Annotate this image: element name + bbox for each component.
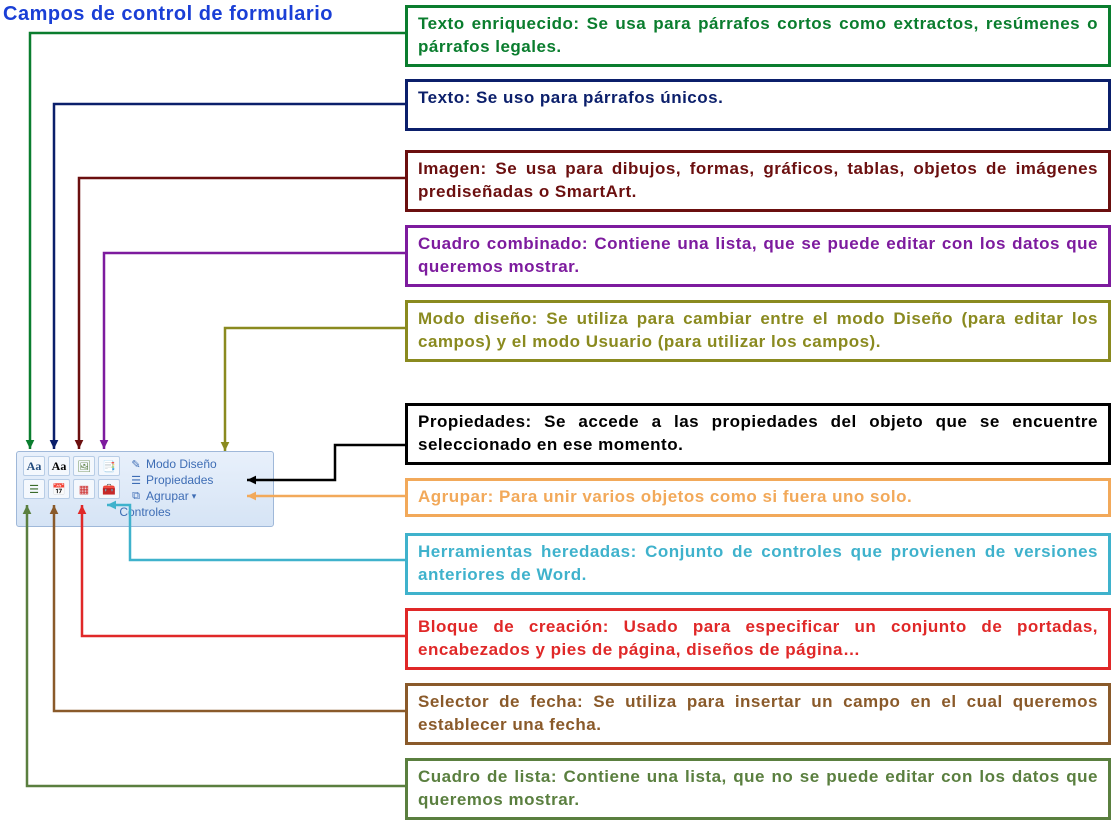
properties-label: Propiedades xyxy=(146,473,213,487)
desc-text-group: Agrupar: Para unir varios objetos como s… xyxy=(418,487,912,506)
arrowhead-3 xyxy=(100,440,109,449)
arrowhead-0 xyxy=(26,440,35,449)
desc-text-dropdown: Cuadro de lista: Contiene una lista, que… xyxy=(418,767,1098,809)
text-icon[interactable]: Aa xyxy=(48,456,70,476)
dropdown-list-icon[interactable]: ☰ xyxy=(23,479,45,499)
desc-text-date: Selector de fecha: Se utiliza para inser… xyxy=(418,692,1098,734)
picture-icon[interactable]: 🖼 xyxy=(73,456,95,476)
desc-box-properties: Propiedades: Se accede a las propiedades… xyxy=(405,403,1111,465)
connector-1 xyxy=(54,104,405,449)
connector-10 xyxy=(27,505,405,786)
ribbon-row-1: AaAa🖼📑 xyxy=(23,456,120,476)
desc-box-building-block: Bloque de creación: Usado para especific… xyxy=(405,608,1111,670)
properties-icon: ☰ xyxy=(129,473,143,487)
desc-text-building-block: Bloque de creación: Usado para especific… xyxy=(418,617,1098,659)
properties-button[interactable]: ☰ Propiedades xyxy=(126,472,220,488)
desc-text-properties: Propiedades: Se accede a las propiedades… xyxy=(418,412,1098,454)
arrowhead-1 xyxy=(50,440,59,449)
desc-box-dropdown: Cuadro de lista: Contiene una lista, que… xyxy=(405,758,1111,820)
desc-box-group: Agrupar: Para unir varios objetos como s… xyxy=(405,478,1111,517)
desc-text-legacy: Herramientas heredadas: Conjunto de cont… xyxy=(418,542,1098,584)
desc-box-date: Selector de fecha: Se utiliza para inser… xyxy=(405,683,1111,745)
page-title: Campos de control de formulario xyxy=(3,3,333,26)
ribbon-group-title: Controles xyxy=(23,504,267,519)
connector-3 xyxy=(104,253,405,449)
building-block-icon[interactable]: ▦ xyxy=(73,479,95,499)
connector-4 xyxy=(225,328,405,451)
desc-box-text: Texto: Se uso para párrafos únicos. xyxy=(405,79,1111,131)
chevron-down-icon: ▾ xyxy=(192,491,197,502)
arrowhead-4 xyxy=(221,442,230,451)
arrowhead-2 xyxy=(75,440,84,449)
page-title-text: Campos de control de formulario xyxy=(3,3,333,25)
connector-9 xyxy=(54,505,405,711)
rich-text-icon[interactable]: Aa xyxy=(23,456,45,476)
desc-text-design-mode: Modo diseño: Se utiliza para cambiar ent… xyxy=(418,309,1098,351)
desc-box-design-mode: Modo diseño: Se utiliza para cambiar ent… xyxy=(405,300,1111,362)
design-mode-icon: ✎ xyxy=(129,457,143,471)
desc-box-rich-text: Texto enriquecido: Se usa para párrafos … xyxy=(405,5,1111,67)
legacy-tools-icon[interactable]: 🧰 xyxy=(98,479,120,499)
group-button[interactable]: ⧉ Agrupar ▾ xyxy=(126,488,220,504)
desc-text-rich-text: Texto enriquecido: Se usa para párrafos … xyxy=(418,14,1098,56)
ribbon-row-2: ☰📅▦🧰 xyxy=(23,479,120,499)
ribbon-controls-group: AaAa🖼📑 ☰📅▦🧰 ✎ Modo Diseño ☰ Propiedades … xyxy=(16,451,274,527)
combo-box-icon[interactable]: 📑 xyxy=(98,456,120,476)
desc-text-text: Texto: Se uso para párrafos únicos. xyxy=(418,88,723,107)
desc-box-legacy: Herramientas heredadas: Conjunto de cont… xyxy=(405,533,1111,595)
group-icon: ⧉ xyxy=(129,489,143,503)
desc-text-combo: Cuadro combinado: Contiene una lista, qu… xyxy=(418,234,1098,276)
desc-box-image: Imagen: Se usa para dibujos, formas, grá… xyxy=(405,150,1111,212)
connector-0 xyxy=(30,33,405,449)
connector-2 xyxy=(79,178,405,449)
date-picker-icon[interactable]: 📅 xyxy=(48,479,70,499)
desc-text-image: Imagen: Se usa para dibujos, formas, grá… xyxy=(418,159,1098,201)
group-label: Agrupar xyxy=(146,489,189,503)
design-mode-button[interactable]: ✎ Modo Diseño xyxy=(126,456,220,472)
design-mode-label: Modo Diseño xyxy=(146,457,217,471)
desc-box-combo: Cuadro combinado: Contiene una lista, qu… xyxy=(405,225,1111,287)
